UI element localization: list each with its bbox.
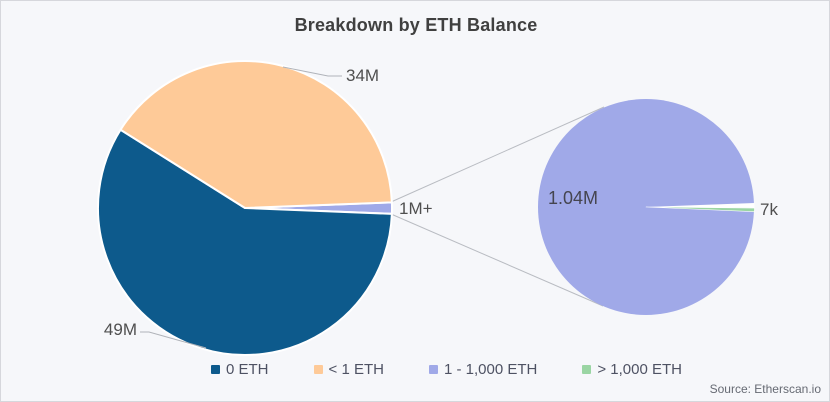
zoom-pie-slice-1-000-eth[interactable] — [645, 206, 755, 213]
leader-line-49m — [140, 331, 207, 349]
label-inset-1-1000-eth-value: 1.04M — [548, 188, 598, 208]
label-less-1-eth-value: 34M — [346, 66, 379, 85]
chart-legend: 0 ETH < 1 ETH 1 - 1,000 ETH > 1,000 ETH — [211, 361, 682, 378]
main-pie — [97, 60, 394, 356]
legend-label-0-eth: 0 ETH — [226, 361, 269, 378]
legend-item-less-1-eth[interactable]: < 1 ETH — [313, 361, 384, 378]
legend-label-1-1000-eth: 1 - 1,000 ETH — [443, 361, 538, 378]
chart-title: Breakdown by ETH Balance — [294, 15, 538, 35]
legend-item-1-1000-eth[interactable]: 1 - 1,000 ETH — [428, 361, 538, 378]
legend-swatch-0-eth — [211, 365, 220, 374]
legend-swatch-over-1000-eth — [582, 365, 592, 374]
legend-item-over-1000-eth[interactable]: > 1,000 ETH — [582, 361, 682, 378]
zoom-connector-line-bottom — [390, 213, 604, 307]
label-0-eth-value: 49M — [104, 320, 137, 339]
legend-swatch-1-1000-eth — [428, 365, 438, 374]
zoom-connector-line-top — [390, 106, 605, 203]
label-1-1000-eth-value: 1M+ — [399, 199, 433, 218]
legend-label-over-1000-eth: > 1,000 ETH — [597, 361, 682, 378]
label-inset-over-1000-eth-value: 7k — [760, 200, 778, 219]
source-attribution: Source: Etherscan.io — [709, 382, 821, 396]
zoom-pie-gap[interactable] — [646, 203, 755, 209]
pie-slice-0-eth[interactable] — [97, 128, 393, 356]
zoom-inset-pie — [538, 99, 755, 315]
pie-slice-1-eth[interactable] — [119, 60, 393, 209]
legend-swatch-less-1-eth — [313, 365, 323, 374]
legend-label-less-1-eth: < 1 ETH — [328, 361, 384, 378]
leader-line-34m — [282, 66, 342, 77]
legend-item-0-eth[interactable]: 0 ETH — [211, 361, 269, 378]
